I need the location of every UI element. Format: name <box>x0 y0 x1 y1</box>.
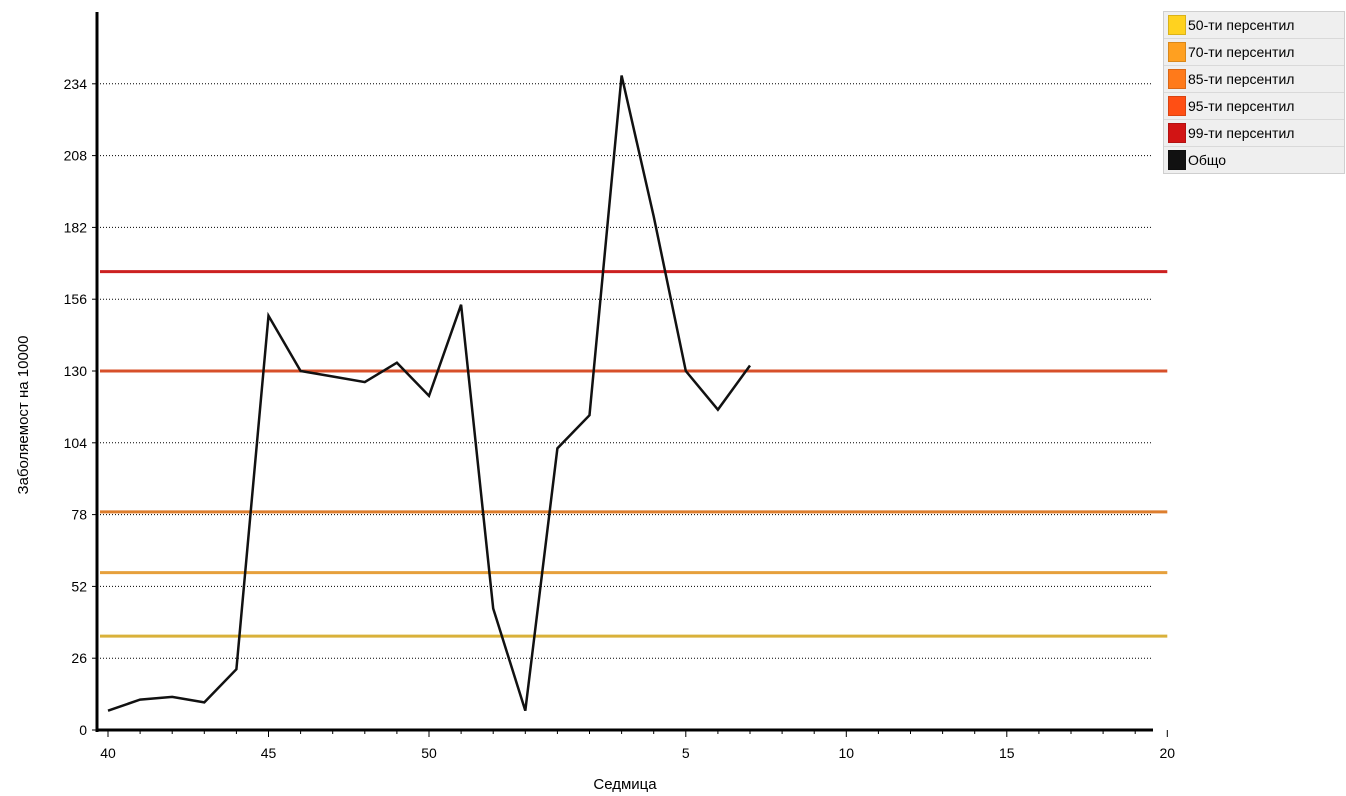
series-line-total <box>107 75 752 712</box>
legend-item[interactable]: 50-ти персентил <box>1164 12 1344 39</box>
legend-swatch <box>1168 96 1186 116</box>
legend-swatch <box>1168 42 1186 62</box>
percentile-lines <box>100 270 1168 638</box>
x-tick-label: 50 <box>421 745 437 761</box>
legend-item[interactable]: Общо <box>1164 147 1344 173</box>
x-tick-label: 10 <box>839 745 855 761</box>
legend-item[interactable]: 85-ти персентил <box>1164 66 1344 93</box>
x-axis-label: Седмица <box>593 776 657 793</box>
axes <box>92 12 1168 737</box>
legend-swatch <box>1168 69 1186 89</box>
legend: 50-ти персентил 70-ти персентил 85-ти пе… <box>1163 11 1345 174</box>
legend-label: Общо <box>1188 152 1227 168</box>
x-tick-label: 15 <box>999 745 1015 761</box>
x-tick-label: 45 <box>261 745 277 761</box>
legend-item[interactable]: 99-ти персентил <box>1164 120 1344 147</box>
y-tick-label: 104 <box>64 435 88 451</box>
y-tick-label: 26 <box>71 650 87 666</box>
legend-swatch <box>1168 15 1186 35</box>
y-tick-label: 156 <box>64 291 88 307</box>
y-tick-label: 0 <box>79 722 87 738</box>
legend-label: 95-ти персентил <box>1188 98 1295 114</box>
x-tick-label: 40 <box>100 745 116 761</box>
legend-item[interactable]: 95-ти персентил <box>1164 93 1344 120</box>
y-tick-label: 130 <box>64 363 88 379</box>
legend-label: 70-ти персентил <box>1188 44 1295 60</box>
legend-item[interactable]: 70-ти персентил <box>1164 39 1344 66</box>
y-axis-label: Заболяемост на 10000 <box>15 336 32 495</box>
tick-labels: 0 26 52 78 104 130 156 182 208 234 40 45 50 5 10 15 20 <box>64 76 1176 761</box>
y-tick-label: 182 <box>64 219 88 235</box>
x-tick-label: 20 <box>1160 745 1176 761</box>
legend-swatch <box>1168 150 1186 170</box>
legend-label: 85-ти персентил <box>1188 71 1295 87</box>
x-tick-label: 5 <box>682 745 690 761</box>
series-group <box>107 75 752 712</box>
y-tick-label: 78 <box>71 507 87 523</box>
legend-swatch <box>1168 123 1186 143</box>
y-tick-label: 52 <box>71 578 87 594</box>
legend-label: 50-ти персентил <box>1188 17 1295 33</box>
legend-label: 99-ти персентил <box>1188 125 1295 141</box>
y-tick-label: 234 <box>64 76 88 92</box>
y-tick-label: 208 <box>64 148 88 164</box>
